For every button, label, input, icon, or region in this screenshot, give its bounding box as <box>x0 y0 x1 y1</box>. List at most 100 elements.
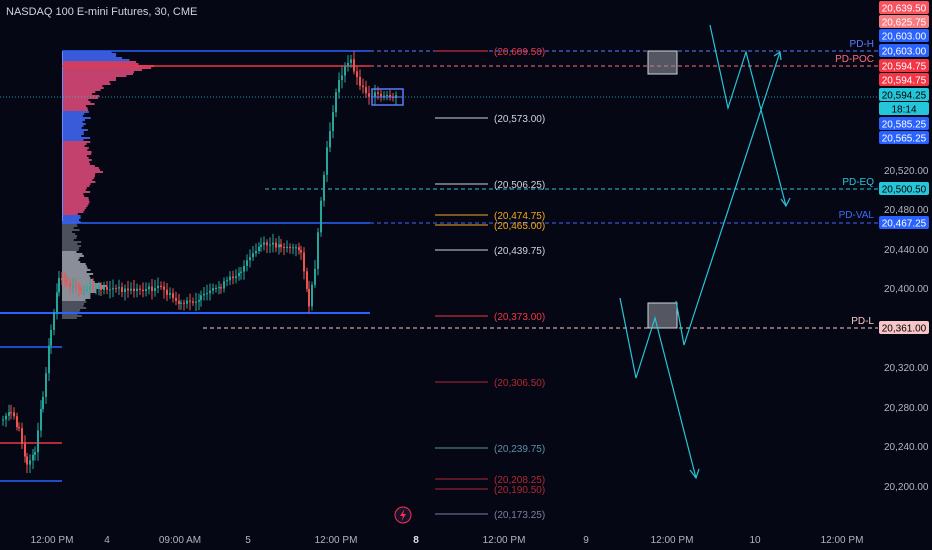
candle-body <box>232 276 234 279</box>
volume-bar <box>62 293 91 295</box>
candle-body <box>189 300 191 302</box>
candle-body <box>365 87 367 94</box>
price-tick: 20,480.00 <box>884 205 929 216</box>
candle-body <box>198 300 200 302</box>
volume-bar <box>62 177 95 179</box>
volume-bar <box>62 251 77 253</box>
volume-bar <box>62 191 91 193</box>
candle-body <box>295 247 297 249</box>
pdval-tag: PD-VAL <box>839 210 875 221</box>
candle-body <box>103 286 105 290</box>
volume-bar <box>62 315 82 317</box>
candle-body <box>53 312 55 331</box>
volume-bar <box>62 287 104 289</box>
volume-bar <box>62 283 102 285</box>
volume-bar <box>62 171 103 173</box>
volume-bar <box>62 83 111 85</box>
volume-bar <box>62 279 93 281</box>
candle-body <box>347 62 349 67</box>
volume-bar <box>62 309 81 311</box>
candle-body <box>40 409 42 431</box>
supply-zone-box[interactable] <box>647 50 678 75</box>
candle-body <box>72 286 74 288</box>
volume-bar <box>62 265 87 267</box>
volume-bar <box>62 215 81 217</box>
candle-body <box>163 286 165 290</box>
arrow-head-down-2 <box>780 197 791 208</box>
fib-label-12: (20,173.25) <box>494 510 545 521</box>
volume-bar <box>62 245 82 247</box>
volume-bar <box>62 183 91 185</box>
candlesticks <box>2 50 397 473</box>
candle-body <box>37 430 39 453</box>
volume-bar <box>62 185 90 187</box>
price-badge <box>879 29 929 42</box>
price-badges: 20,639.50 20,625.75 20,603.00 20,603.00 20,5… <box>879 1 929 335</box>
current-range-box[interactable] <box>371 88 404 106</box>
candle-body <box>78 287 80 289</box>
lightning-icon[interactable] <box>394 506 412 524</box>
volume-bar <box>62 299 86 301</box>
candle-body <box>154 288 156 291</box>
projection-paths[interactable] <box>619 24 791 480</box>
price-badge-label: 20,565.25 <box>882 134 927 145</box>
price-badge <box>879 131 929 144</box>
volume-bar <box>62 193 84 195</box>
volume-bar <box>62 219 79 221</box>
time-axis[interactable] <box>0 528 878 550</box>
candle-body <box>308 288 310 307</box>
volume-bar <box>62 229 80 231</box>
candle-body <box>338 80 340 93</box>
candle-body <box>206 293 208 295</box>
volume-bar <box>62 133 84 135</box>
volume-bar <box>62 195 85 197</box>
price-badge-label: 20,500.50 <box>882 185 927 196</box>
volume-bar <box>62 107 88 109</box>
volume-bar <box>62 255 84 257</box>
pdeq-tag: PD-EQ <box>842 177 874 188</box>
time-label: 12:00 PM <box>31 535 74 546</box>
volume-bar <box>62 201 90 203</box>
volume-bar <box>62 71 135 73</box>
volume-bar <box>62 115 83 117</box>
volume-profile <box>62 51 155 319</box>
volume-bar <box>62 209 85 211</box>
price-badge <box>879 182 929 195</box>
volume-bar <box>62 105 86 107</box>
bearish-projection-path[interactable] <box>619 297 697 479</box>
candle-body <box>136 288 138 291</box>
candle-body <box>292 247 294 249</box>
volume-bar <box>62 91 96 93</box>
price-badge-label: 18:14 <box>891 105 916 116</box>
volume-bar <box>62 95 100 97</box>
candle-body <box>92 286 94 290</box>
volume-bar <box>62 169 100 171</box>
candle-body <box>5 415 7 420</box>
price-badge <box>879 216 929 229</box>
volume-bar <box>62 305 84 307</box>
candle-body <box>178 300 180 304</box>
volume-bar <box>62 143 87 145</box>
candle-body <box>323 174 325 201</box>
candle-body <box>61 278 63 281</box>
time-label: 8 <box>413 535 419 546</box>
candle-body <box>64 280 66 282</box>
price-tick: 20,200.00 <box>884 482 929 493</box>
candle-body <box>75 286 77 288</box>
candle-body <box>48 345 50 374</box>
volume-bar <box>62 113 85 115</box>
candle-body <box>220 287 222 289</box>
time-label: 5 <box>245 535 251 546</box>
demand-zone-box[interactable] <box>647 302 678 329</box>
time-label: 9 <box>583 535 589 546</box>
candle-body <box>389 95 391 97</box>
bullish-projection-path[interactable] <box>675 51 781 346</box>
time-label: 12:00 PM <box>651 535 694 546</box>
pullback-projection-path[interactable] <box>709 24 787 207</box>
candle-body <box>386 95 388 97</box>
candle-body <box>45 373 47 397</box>
candle-body <box>2 419 4 421</box>
price-tick: 20,320.00 <box>884 363 929 374</box>
pdh-tag: PD-H <box>850 39 874 50</box>
